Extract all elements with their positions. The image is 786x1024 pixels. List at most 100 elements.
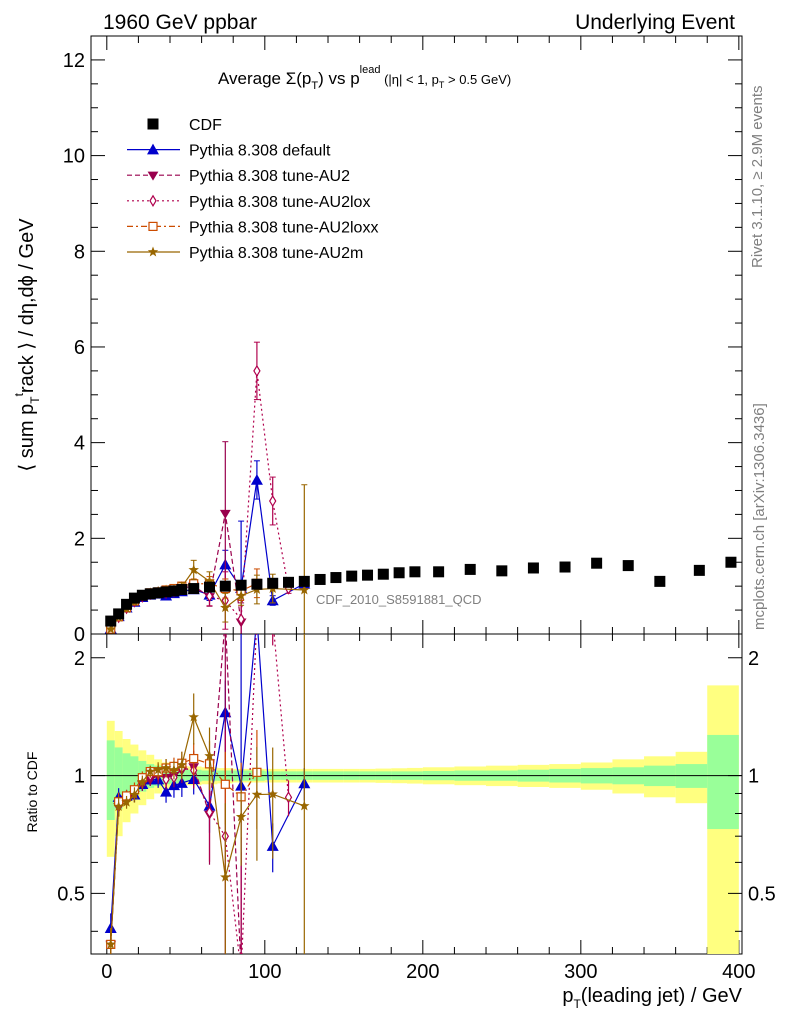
ratio-uncertainty-band xyxy=(91,685,742,954)
ratio-point xyxy=(235,811,247,822)
ratio-point xyxy=(251,612,263,623)
ratio-mc-series xyxy=(104,612,311,977)
series-point xyxy=(250,473,263,485)
cdf-point xyxy=(144,588,156,600)
cdf-point xyxy=(298,575,310,587)
y-tick-label: 6 xyxy=(74,337,85,359)
series-point xyxy=(105,623,116,634)
cdf-point xyxy=(591,557,603,569)
legend: CDF Pythia 8.308 default Pythia 8.308 tune… xyxy=(127,117,378,262)
ratio-point xyxy=(204,750,215,761)
series-line xyxy=(110,370,290,630)
series-point xyxy=(205,590,214,603)
legend-marker xyxy=(147,118,159,130)
cdf-point xyxy=(235,579,247,591)
ratio-point xyxy=(176,759,188,770)
y-tick-label: 0 xyxy=(74,624,85,646)
cdf-point xyxy=(283,576,295,588)
ratio-point xyxy=(188,711,199,722)
ratio-point xyxy=(137,776,148,787)
mcplots-info: mcplots.cern.ch [arXiv:1306.3436] xyxy=(751,403,768,630)
series-point xyxy=(299,584,310,595)
cdf-point xyxy=(362,569,374,581)
rivet-info: Rivet 3.1.10, ≥ 2.9M events xyxy=(749,86,766,269)
analysis-watermark: CDF_2010_S8591881_QCD xyxy=(316,592,482,607)
cdf-point xyxy=(433,566,445,578)
cdf-point xyxy=(176,584,188,596)
ratio-y-axis-title: Ratio to CDF xyxy=(24,752,40,833)
y-tick-label: 2 xyxy=(74,528,85,550)
cdf-point xyxy=(251,578,263,590)
ratio-point xyxy=(145,766,156,777)
y-axis-title: ⟨ sum pTtrack ⟩ / dη,dϕ / GeV xyxy=(12,218,42,472)
series-point xyxy=(188,564,199,575)
ratio-tick-label-right: 0.5 xyxy=(748,883,776,905)
cdf-point xyxy=(121,598,133,610)
series-0 xyxy=(104,460,311,634)
cdf-point xyxy=(346,570,358,582)
legend-label: CDF xyxy=(189,117,222,134)
x-tick-label: 100 xyxy=(248,961,281,983)
cdf-point xyxy=(314,573,326,585)
ratio-point xyxy=(162,773,170,786)
y-tick-label: 8 xyxy=(74,241,85,263)
band-inner xyxy=(122,753,131,802)
ratio-point xyxy=(251,789,263,800)
x-tick-label: 200 xyxy=(406,961,439,983)
header-right: Underlying Event xyxy=(575,11,735,34)
ratio-point xyxy=(160,785,173,797)
ratio-point xyxy=(220,779,230,789)
cdf-point xyxy=(105,615,117,627)
series-point xyxy=(204,575,215,586)
ratio-series-4 xyxy=(105,634,310,954)
series-point xyxy=(235,590,247,601)
cdf-point xyxy=(160,586,172,598)
series-point xyxy=(220,602,231,613)
cdf-point xyxy=(693,564,705,576)
cdf-point xyxy=(204,581,216,593)
ratio-point xyxy=(113,801,124,811)
cdf-point xyxy=(725,556,737,568)
ratio-tick-label: 1 xyxy=(74,766,85,788)
ratio-point xyxy=(168,764,180,775)
band-inner xyxy=(707,734,739,830)
cdf-point xyxy=(559,561,571,573)
legend-marker xyxy=(147,143,159,155)
series-point xyxy=(219,509,231,519)
cdf-point xyxy=(654,575,666,587)
ratio-point xyxy=(129,789,140,800)
cdf-point xyxy=(527,562,539,574)
x-tick-label: 400 xyxy=(722,961,755,983)
ratio-point xyxy=(121,796,132,807)
cdf-data xyxy=(105,556,737,627)
cdf-point xyxy=(409,566,421,578)
cdf-point xyxy=(113,608,125,620)
cdf-point xyxy=(330,572,342,584)
cdf-point xyxy=(496,565,508,577)
ratio-axes: 0.5 0.5 1 1 2 2 xyxy=(57,648,776,932)
legend-label: Pythia 8.308 tune-AU2m xyxy=(189,245,363,262)
legend-marker xyxy=(147,246,159,257)
legend-label: Pythia 8.308 default xyxy=(189,143,331,160)
ratio-point xyxy=(270,613,276,623)
cdf-point xyxy=(188,583,200,595)
ratio-tick-label-right: 2 xyxy=(748,648,759,670)
cdf-point xyxy=(267,577,279,589)
ratio-point xyxy=(238,967,244,977)
cdf-point xyxy=(219,580,231,592)
ratio-point xyxy=(205,806,214,819)
band-inner xyxy=(106,740,115,820)
cdf-point xyxy=(393,567,405,579)
ratio-point xyxy=(160,762,172,773)
y-tick-label: 10 xyxy=(63,146,85,168)
chart-title: Average Σ(pT) vs plead (|η| < 1, pT > 0.… xyxy=(218,64,511,92)
legend-marker xyxy=(149,194,157,207)
legend-label: Pythia 8.308 tune-AU2lox xyxy=(189,194,370,211)
x-tick-label: 0 xyxy=(101,961,112,983)
cdf-point xyxy=(622,560,634,572)
legend-marker xyxy=(147,171,159,181)
series-point xyxy=(237,613,245,626)
cdf-point xyxy=(168,585,180,597)
